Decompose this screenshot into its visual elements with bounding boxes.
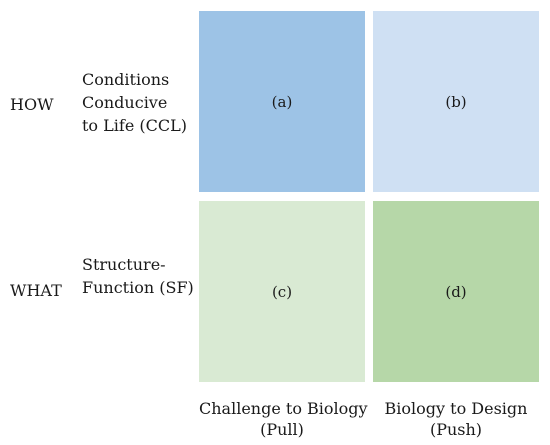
quadrant-c: (c) [199,201,365,382]
column-label-push-line-2: (Push) [429,420,483,439]
row-description-ccl-line-1: Conditions [82,70,170,89]
row-description-ccl-line-3: to Life (CCL) [82,116,187,135]
column-label-push-line-1: Biology to Design [384,399,528,418]
column-label-pull: Challenge to Biology (Pull) [199,398,368,440]
quadrant-b: (b) [373,11,539,192]
quadrant-d: (d) [373,201,539,382]
row-label-how: HOW [10,95,54,114]
row-description-ccl: Conditions Conducive to Life (CCL) [82,68,187,137]
column-label-push: Biology to Design (Push) [373,398,539,440]
row-label-what: WHAT [10,281,62,300]
row-description-sf-line-2: Function (SF) [82,278,194,297]
quadrant-c-label: (c) [271,282,293,301]
quadrant-a: (a) [199,11,365,192]
column-label-pull-line-1: Challenge to Biology [199,399,368,418]
row-description-sf-line-1: Structure- [82,255,166,274]
column-label-pull-line-2: (Pull) [260,420,304,439]
quadrant-d-label: (d) [445,282,467,301]
row-description-ccl-line-2: Conducive [82,93,168,112]
quadrant-b-label: (b) [445,92,467,111]
quadrant-a-label: (a) [271,92,293,111]
row-description-sf: Structure- Function (SF) [82,253,194,299]
